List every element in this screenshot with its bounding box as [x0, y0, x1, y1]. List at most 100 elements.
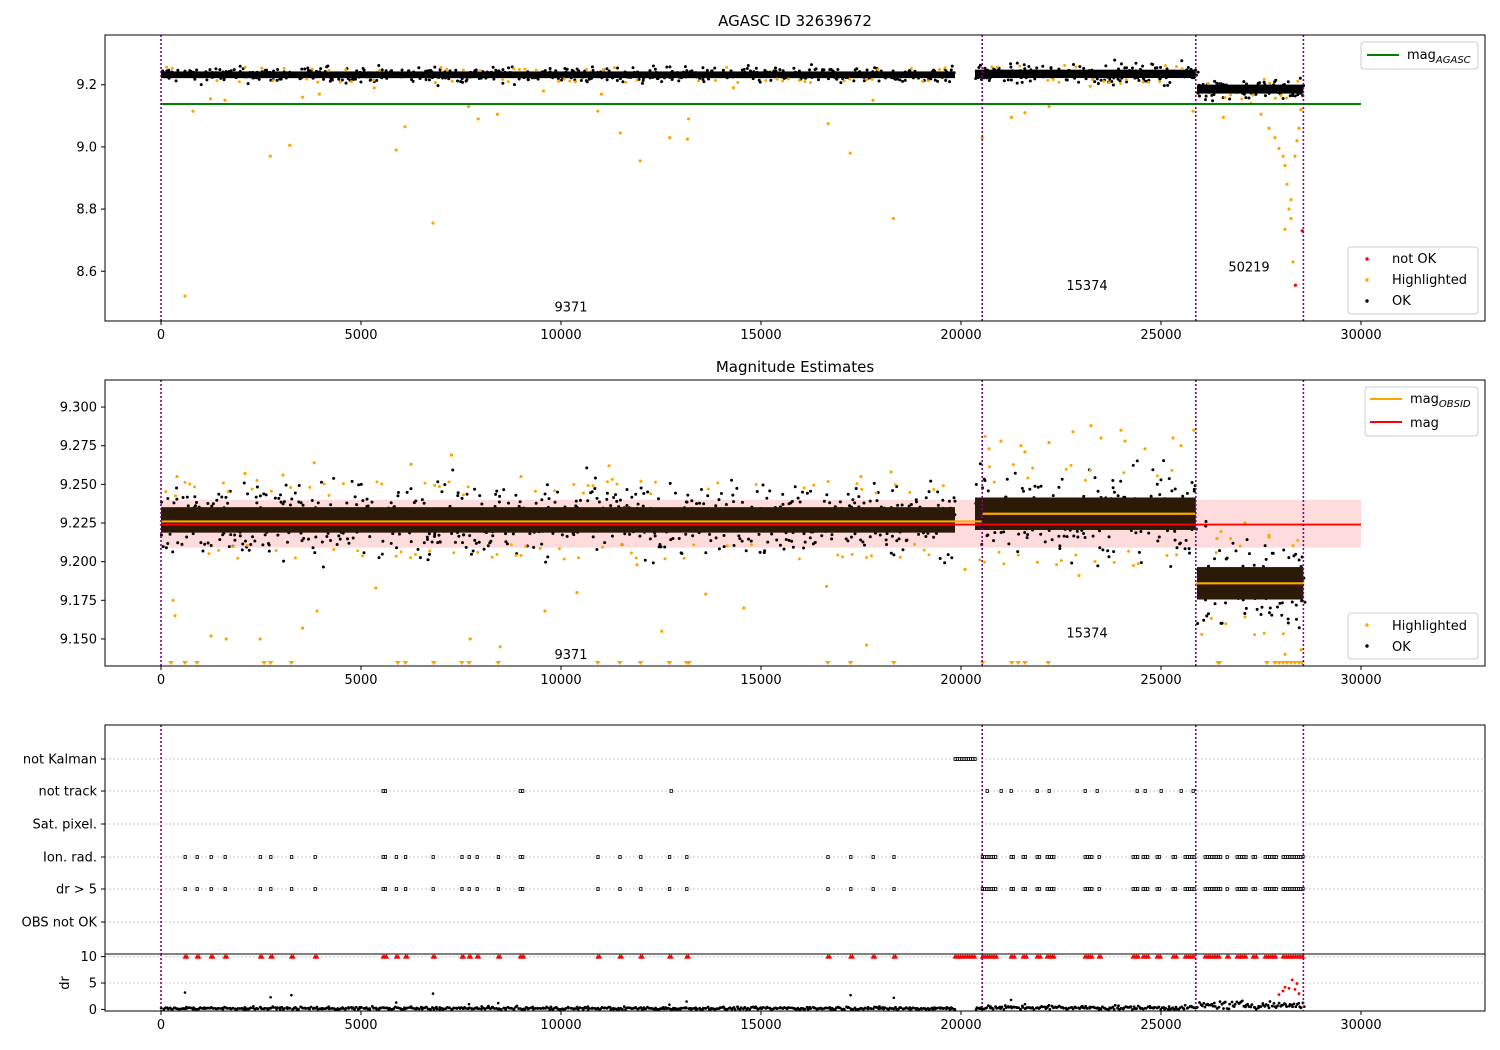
ok-point — [802, 546, 806, 550]
ok-point — [1162, 459, 1166, 463]
flag-marker — [985, 789, 989, 793]
flag-marker — [849, 887, 853, 891]
ok-point — [1155, 482, 1159, 486]
dr-point — [1203, 1005, 1207, 1009]
ok-point — [1294, 603, 1298, 607]
ok-point — [849, 535, 853, 539]
ok-point — [185, 535, 189, 539]
dr-point — [1254, 1007, 1258, 1011]
ok-point — [556, 490, 560, 494]
x-tick-label: 5000 — [344, 1018, 377, 1033]
ok-point — [638, 534, 642, 538]
ok-point — [770, 532, 774, 536]
ok-point — [174, 79, 178, 83]
ok-point — [417, 66, 421, 70]
dr-point — [217, 1006, 221, 1010]
ok-point — [1259, 613, 1263, 617]
ok-point — [1013, 471, 1017, 475]
ok-point — [436, 541, 440, 545]
highlighted-point — [1051, 78, 1055, 82]
highlighted-point — [175, 475, 179, 479]
ok-point — [1219, 82, 1223, 86]
ok-point — [168, 532, 172, 536]
ok-point — [443, 483, 447, 487]
ok-point — [301, 503, 305, 507]
ok-point — [377, 64, 381, 68]
ok-point — [310, 498, 314, 502]
ok-point — [206, 541, 210, 545]
ok-point — [790, 499, 794, 503]
ok-point — [1180, 59, 1184, 63]
ok-point — [491, 65, 495, 69]
flag-marker — [195, 855, 199, 859]
highlighted-point — [1179, 444, 1183, 448]
ok-point — [855, 67, 859, 71]
ok-point — [730, 478, 734, 482]
highlighted-point — [983, 560, 987, 564]
ok-point — [438, 540, 442, 544]
ok-point — [409, 540, 413, 544]
ok-point — [460, 541, 464, 545]
highlighted-point — [649, 492, 653, 496]
highlighted-point — [898, 555, 902, 559]
x-tick-label: 5000 — [344, 328, 377, 343]
ok-point — [1015, 81, 1019, 85]
dr-red-point — [1283, 985, 1287, 989]
highlighted-point — [447, 480, 451, 484]
ok-point — [610, 534, 614, 538]
ok-point — [1041, 64, 1045, 68]
highlighted-point — [164, 490, 168, 494]
highlighted-point — [1047, 441, 1051, 445]
ok-point — [365, 497, 369, 501]
highlighted-point — [1296, 79, 1300, 83]
dr-point — [1186, 1006, 1190, 1010]
ok-point — [540, 542, 544, 546]
highlighted-point — [461, 493, 465, 497]
dr-point — [263, 1006, 267, 1010]
ok-point — [1025, 536, 1029, 540]
dr-point — [1267, 1006, 1271, 1010]
ok-point — [400, 68, 404, 72]
below-range-marker — [495, 661, 502, 665]
dr-clipped-marker — [1216, 954, 1222, 959]
ok-point — [1137, 550, 1141, 554]
ok-point — [636, 502, 640, 506]
highlighted-point — [288, 143, 292, 147]
highlighted-point — [876, 68, 880, 72]
dr-point — [917, 1007, 921, 1011]
ok-point — [800, 490, 804, 494]
dr-clipped-marker — [210, 954, 216, 959]
dr-point — [333, 1008, 337, 1011]
highlighted-point — [495, 552, 499, 556]
ok-point — [1169, 564, 1173, 568]
flag-marker — [195, 887, 199, 891]
highlighted-point — [692, 543, 696, 547]
ok-point — [540, 498, 544, 502]
highlighted-point — [992, 480, 996, 484]
ok-point — [737, 534, 741, 538]
highlighted-point — [562, 557, 566, 561]
ok-point — [517, 77, 521, 81]
flag-marker — [1052, 855, 1056, 859]
highlighted-point — [1295, 139, 1299, 143]
dr-point — [512, 1007, 516, 1011]
ok-point — [1228, 97, 1232, 101]
dr-outlier-point — [685, 1000, 688, 1003]
ok-point — [790, 539, 794, 543]
dr-point — [480, 1007, 483, 1011]
highlighted-point — [1124, 78, 1128, 82]
ok-point — [896, 503, 900, 507]
highlighted-point — [231, 545, 235, 549]
dr-point — [1294, 1005, 1298, 1009]
ok-point — [1212, 92, 1216, 96]
ok-point — [1245, 538, 1249, 542]
highlighted-point — [260, 66, 264, 70]
ok-point — [267, 549, 271, 553]
ok-point — [501, 68, 505, 72]
ok-point — [1183, 547, 1187, 551]
flag-marker — [1143, 789, 1147, 793]
ok-point — [560, 533, 564, 537]
highlighted-point — [1277, 146, 1281, 151]
flag-marker — [475, 855, 479, 859]
dr-point — [1297, 1001, 1301, 1005]
